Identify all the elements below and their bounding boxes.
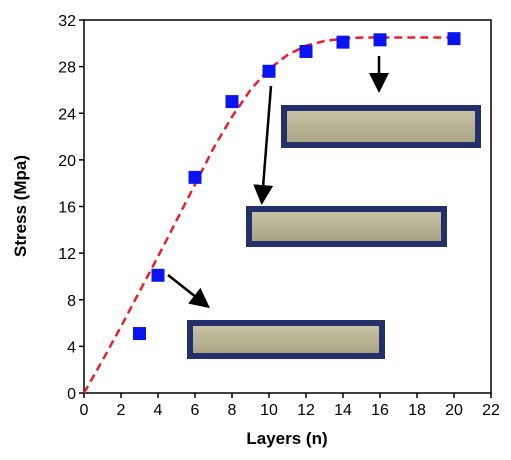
x-tick-label: 22 bbox=[482, 402, 500, 419]
data-point bbox=[299, 44, 313, 58]
data-point bbox=[262, 64, 276, 78]
x-tick-label: 4 bbox=[154, 402, 163, 419]
data-point bbox=[447, 32, 461, 46]
y-tick-label: 20 bbox=[58, 153, 76, 170]
x-tick-label: 0 bbox=[80, 402, 89, 419]
y-tick-label: 0 bbox=[67, 386, 76, 403]
y-tick-label: 32 bbox=[58, 13, 76, 30]
x-tick-label: 14 bbox=[334, 402, 352, 419]
specimens bbox=[187, 105, 481, 359]
x-tick-label: 8 bbox=[228, 402, 237, 419]
data-point bbox=[373, 33, 387, 47]
x-axis-label: Layers (n) bbox=[246, 429, 327, 448]
y-tick-label: 8 bbox=[67, 293, 76, 310]
data-point bbox=[133, 327, 146, 341]
y-tick-label: 24 bbox=[58, 106, 76, 123]
data-point bbox=[151, 268, 165, 282]
data-point bbox=[336, 35, 350, 49]
y-tick-label: 16 bbox=[58, 200, 76, 217]
y-axis-label: Stress (Mpa) bbox=[11, 155, 30, 257]
x-tick-label: 10 bbox=[260, 402, 278, 419]
x-tick-label: 20 bbox=[445, 402, 463, 419]
y-tick-label: 12 bbox=[58, 246, 76, 263]
arrows bbox=[167, 56, 389, 309]
x-tick-label: 2 bbox=[117, 402, 126, 419]
y-tick-label: 4 bbox=[67, 339, 76, 356]
x-tick-label: 16 bbox=[371, 402, 389, 419]
x-tick-label: 18 bbox=[408, 402, 426, 419]
x-tick-label: 12 bbox=[297, 402, 315, 419]
y-tick-label: 28 bbox=[58, 60, 76, 77]
data-point bbox=[225, 95, 239, 109]
data-point bbox=[188, 170, 202, 184]
x-tick-label: 6 bbox=[191, 402, 200, 419]
